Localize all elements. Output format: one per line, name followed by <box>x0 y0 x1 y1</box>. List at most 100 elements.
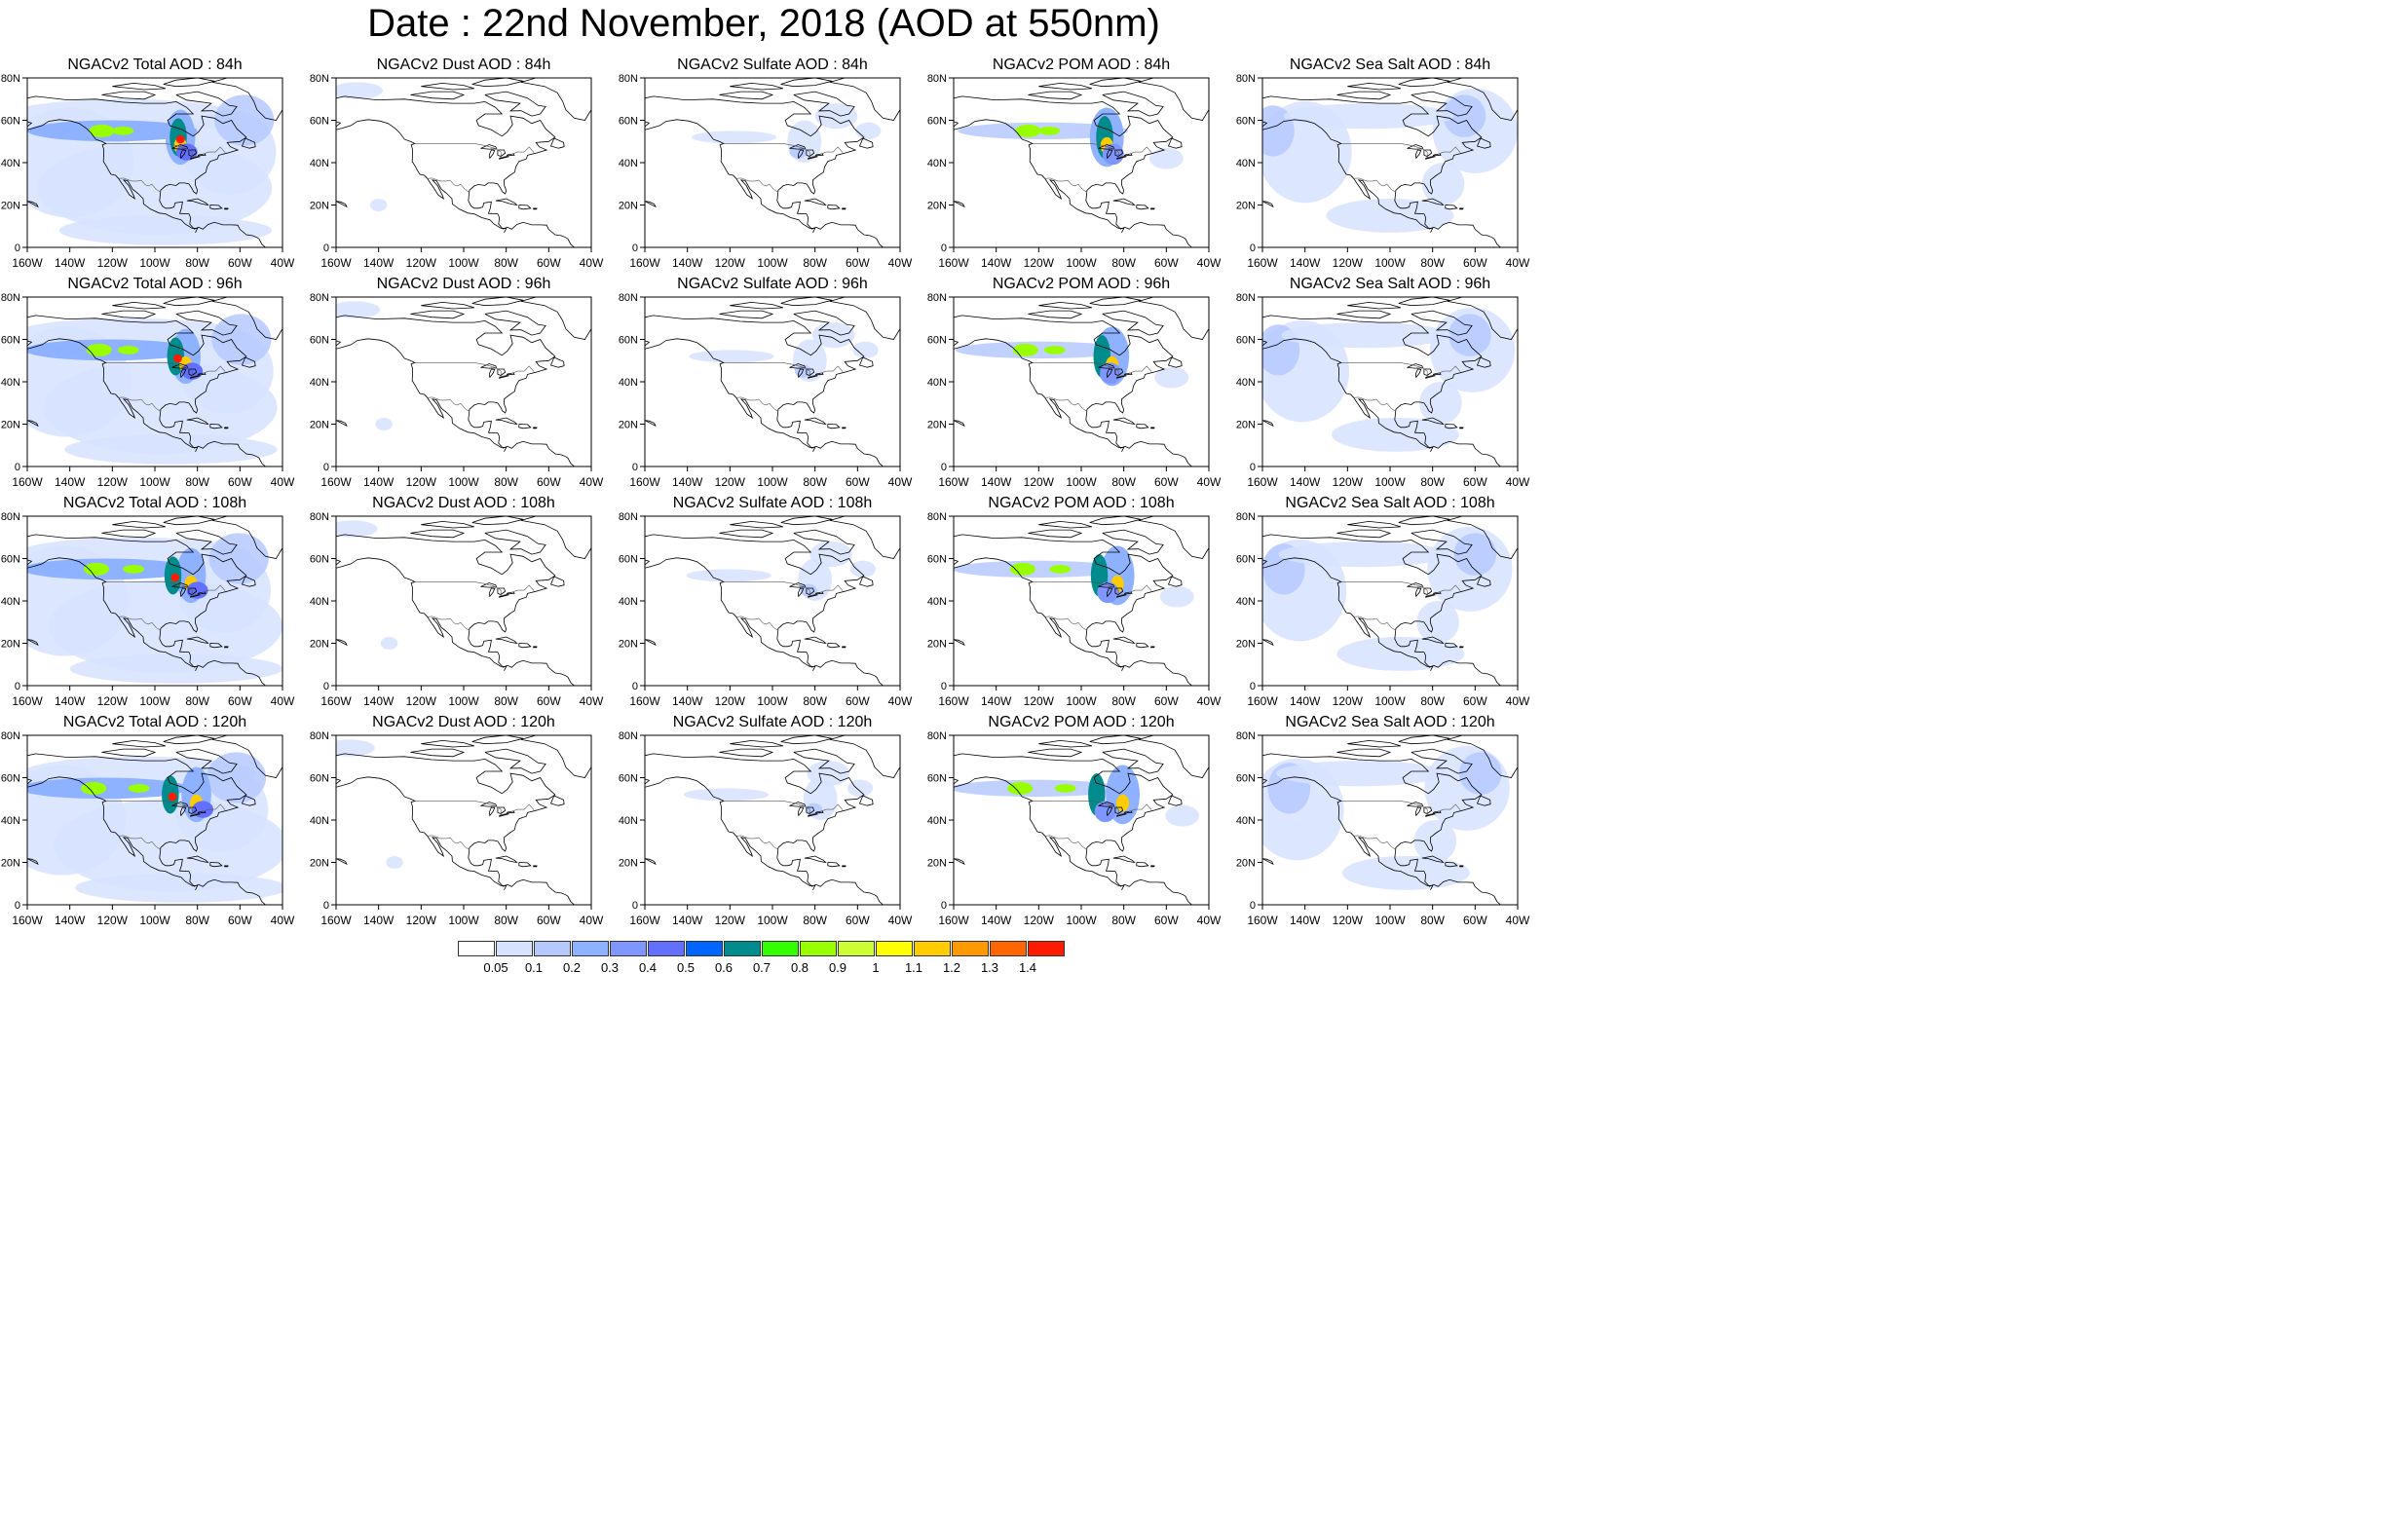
map-panel-total-2: NGACv2 Total AOD : 96h 160W 140W 120W 100W 80… <box>0 276 295 504</box>
map-plot: 160W 140W 120W 100W 80W 60W 40W 0 20N 40N 60N 80N <box>310 73 604 270</box>
lon-tick-label: 60W <box>1463 256 1487 270</box>
coastline <box>1028 529 1083 539</box>
map-plot: 160W 140W 120W 100W 80W 60W 40W 0 20N 40N 60N 80N <box>1236 292 1530 489</box>
coastline <box>27 338 199 452</box>
coastline <box>1424 593 1436 598</box>
lat-tick-label: 20N <box>619 639 638 651</box>
aod-field <box>1262 88 1518 233</box>
coastline <box>410 310 466 319</box>
lon-tick-label: 60W <box>846 475 870 489</box>
lat-tick-label: 40N <box>1 815 20 827</box>
lon-tick-label: 40W <box>271 475 295 489</box>
aod-field <box>686 541 876 601</box>
coastline <box>1459 427 1464 429</box>
coastline <box>1114 587 1124 595</box>
coastline <box>336 776 508 890</box>
coastline <box>1407 144 1424 150</box>
aod-patch <box>849 560 876 579</box>
lon-tick-label: 80W <box>803 914 827 927</box>
colorbar-label: 1.1 <box>904 960 923 975</box>
coastline <box>842 207 847 210</box>
map-plot: 160W 140W 120W 100W 80W 60W 40W 0 20N 40N 60N 80N <box>927 730 1222 927</box>
lon-tick-label: 140W <box>1290 475 1321 489</box>
coastline <box>1415 149 1422 159</box>
coastline <box>1421 198 1445 206</box>
coastline <box>171 144 189 150</box>
coastline <box>829 297 900 340</box>
panel-title: NGACv2 Total AOD : 96h <box>67 276 243 292</box>
aod-patch <box>1278 541 1449 568</box>
lat-tick-label: 80N <box>1236 730 1256 742</box>
lon-tick-label: 40W <box>1506 914 1530 927</box>
aod-patch <box>1421 163 1465 205</box>
lon-tick-label: 60W <box>1463 914 1487 927</box>
coastline <box>1336 310 1392 319</box>
coastline <box>186 636 209 645</box>
lat-tick-label: 0 <box>15 681 20 692</box>
lon-tick-label: 100W <box>1374 694 1406 708</box>
lon-tick-label: 80W <box>1111 475 1136 489</box>
coastline <box>1398 297 1450 307</box>
coastline <box>1112 198 1136 206</box>
lat-tick-label: 60N <box>927 773 947 785</box>
lon-tick-label: 60W <box>1154 694 1179 708</box>
coastline <box>518 862 532 868</box>
lon-tick-label: 40W <box>271 914 295 927</box>
coastline <box>549 576 565 587</box>
coastline <box>336 420 348 428</box>
panel-title: NGACv2 POM AOD : 108h <box>988 495 1175 511</box>
colorbar-swatch <box>534 941 571 956</box>
coastline <box>1038 739 1093 748</box>
coastline <box>804 417 827 426</box>
country-border <box>105 362 226 378</box>
lon-tick-label: 140W <box>981 256 1012 270</box>
lon-tick-label: 40W <box>1197 694 1222 708</box>
coastline <box>1136 424 1149 429</box>
coastline <box>1347 82 1402 91</box>
coastline <box>789 802 807 807</box>
country-border <box>1044 396 1088 412</box>
lat-tick-label: 40N <box>310 815 329 827</box>
coastline <box>842 427 847 429</box>
coastline <box>209 205 223 210</box>
coastline <box>1411 529 1473 555</box>
aod-patch <box>1326 198 1454 233</box>
coastline <box>497 368 507 376</box>
lon-tick-label: 140W <box>363 914 395 927</box>
coastline <box>180 587 187 597</box>
coastline <box>954 95 1192 247</box>
aod-patch <box>809 541 852 568</box>
coastline <box>1411 748 1473 774</box>
map-panel-seasalt-3: NGACv2 Sea Salt AOD : 108h 160W 140W 120W 10… <box>1235 495 1530 723</box>
coastline <box>1150 646 1155 649</box>
aod-patch <box>117 346 139 355</box>
aod-patch <box>954 779 1120 798</box>
coastline <box>180 806 187 816</box>
coastline <box>489 149 496 159</box>
coastlines <box>645 516 900 686</box>
coastline <box>804 636 827 645</box>
coastline <box>211 735 282 778</box>
map-plot: 160W 140W 120W 100W 80W 60W 40W 0 20N 40N 60N 80N <box>1 730 295 927</box>
coastline <box>645 557 816 671</box>
lat-tick-label: 40N <box>310 377 329 389</box>
country-border <box>414 143 535 159</box>
coastlines <box>336 516 591 686</box>
coastline <box>1415 806 1422 816</box>
lon-tick-label: 160W <box>320 694 352 708</box>
aod-field <box>958 107 1184 169</box>
aod-field <box>954 545 1194 608</box>
lat-tick-label: 40N <box>1236 815 1256 827</box>
coastline <box>241 137 256 149</box>
map-plot: 160W 140W 120W 100W 80W 60W 40W 0 20N 40N 60N 80N <box>1 292 295 489</box>
coastline <box>1476 576 1491 587</box>
coastline <box>533 427 538 429</box>
coastline <box>209 424 223 429</box>
map-panel-sulfate-1: NGACv2 Sulfate AOD : 84h 160W 140W 120W 100W… <box>618 56 913 284</box>
country-border <box>735 177 779 193</box>
coastline <box>27 119 199 233</box>
coastline <box>471 297 524 307</box>
coastline <box>793 310 855 336</box>
coastline <box>495 636 518 645</box>
coastline <box>954 776 1125 890</box>
